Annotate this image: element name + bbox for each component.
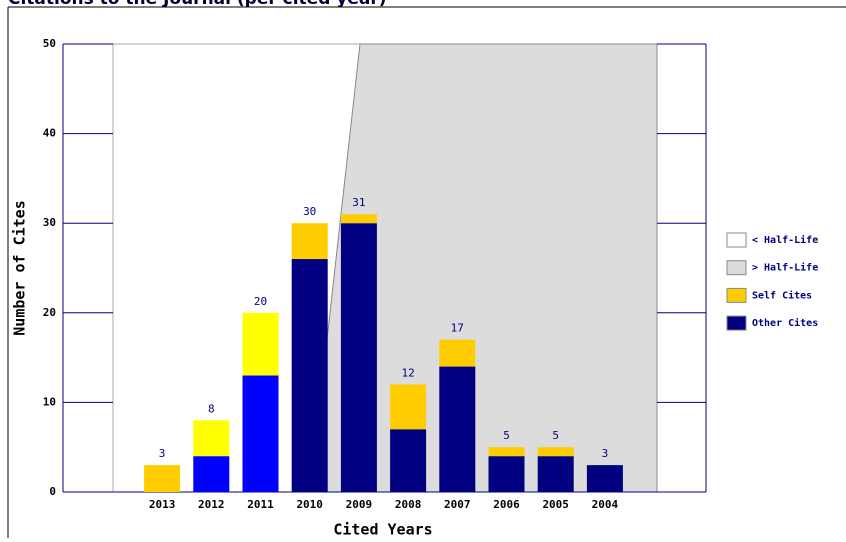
y-tick-label: 30 <box>43 216 56 229</box>
y-axis-label: Number of Cites <box>11 200 29 335</box>
value-label: 3 <box>159 447 166 460</box>
bar-segment <box>291 223 328 260</box>
x-tick-label: 2004 <box>592 498 619 511</box>
legend-swatch <box>726 287 747 303</box>
legend-label: < Half-Life <box>752 234 818 246</box>
value-label: 17 <box>451 322 464 335</box>
bar-segment <box>291 259 328 492</box>
legend-label: Self Cites <box>752 289 812 301</box>
bar-segment <box>439 339 476 367</box>
value-label: 8 <box>208 402 215 415</box>
bar-segment <box>488 447 525 457</box>
bar-segment <box>193 420 230 457</box>
x-tick-label: 2005 <box>542 498 569 511</box>
legend-swatch <box>726 315 747 331</box>
value-label: 20 <box>254 295 267 308</box>
value-label: 12 <box>401 366 414 379</box>
value-label: 5 <box>552 429 559 442</box>
value-label: 30 <box>303 205 316 218</box>
y-tick-label: 10 <box>43 395 56 408</box>
bar-segment <box>340 214 377 224</box>
bar-segment <box>340 223 377 492</box>
x-axis-label: Cited Years <box>333 521 432 539</box>
bar-segment <box>537 447 574 457</box>
y-tick-label: 20 <box>43 306 56 319</box>
legend-swatch <box>726 260 747 276</box>
x-tick-label: 2006 <box>493 498 520 511</box>
x-tick-label: 2009 <box>346 498 373 511</box>
value-label: 31 <box>352 196 365 209</box>
bar-segment <box>390 429 427 492</box>
chart-title: Citations to the Journal (per cited year… <box>8 0 387 9</box>
legend-swatch <box>726 232 747 248</box>
y-tick-label: 50 <box>43 37 56 50</box>
bar-segment <box>488 456 525 492</box>
x-tick-label: 2010 <box>296 498 323 511</box>
legend-label: Other Cites <box>752 317 818 329</box>
x-tick-label: 2008 <box>395 498 422 511</box>
bar-segment <box>242 375 279 492</box>
x-tick-label: 2007 <box>444 498 471 511</box>
bar-segment <box>242 312 279 376</box>
bar-segment <box>586 465 623 492</box>
bar-segment <box>144 465 181 492</box>
x-tick-label: 2011 <box>247 498 274 511</box>
bar-segment <box>193 456 230 492</box>
x-tick-label: 2013 <box>149 498 176 511</box>
y-tick-label: 40 <box>43 127 56 140</box>
y-tick-label: 0 <box>49 485 56 498</box>
bar-segment <box>390 384 427 430</box>
value-label: 3 <box>602 447 609 460</box>
value-label: 5 <box>503 429 510 442</box>
x-tick-label: 2012 <box>198 498 225 511</box>
legend-label: > Half-Life <box>752 262 818 274</box>
bar-segment <box>439 366 476 492</box>
bar-segment <box>537 456 574 492</box>
